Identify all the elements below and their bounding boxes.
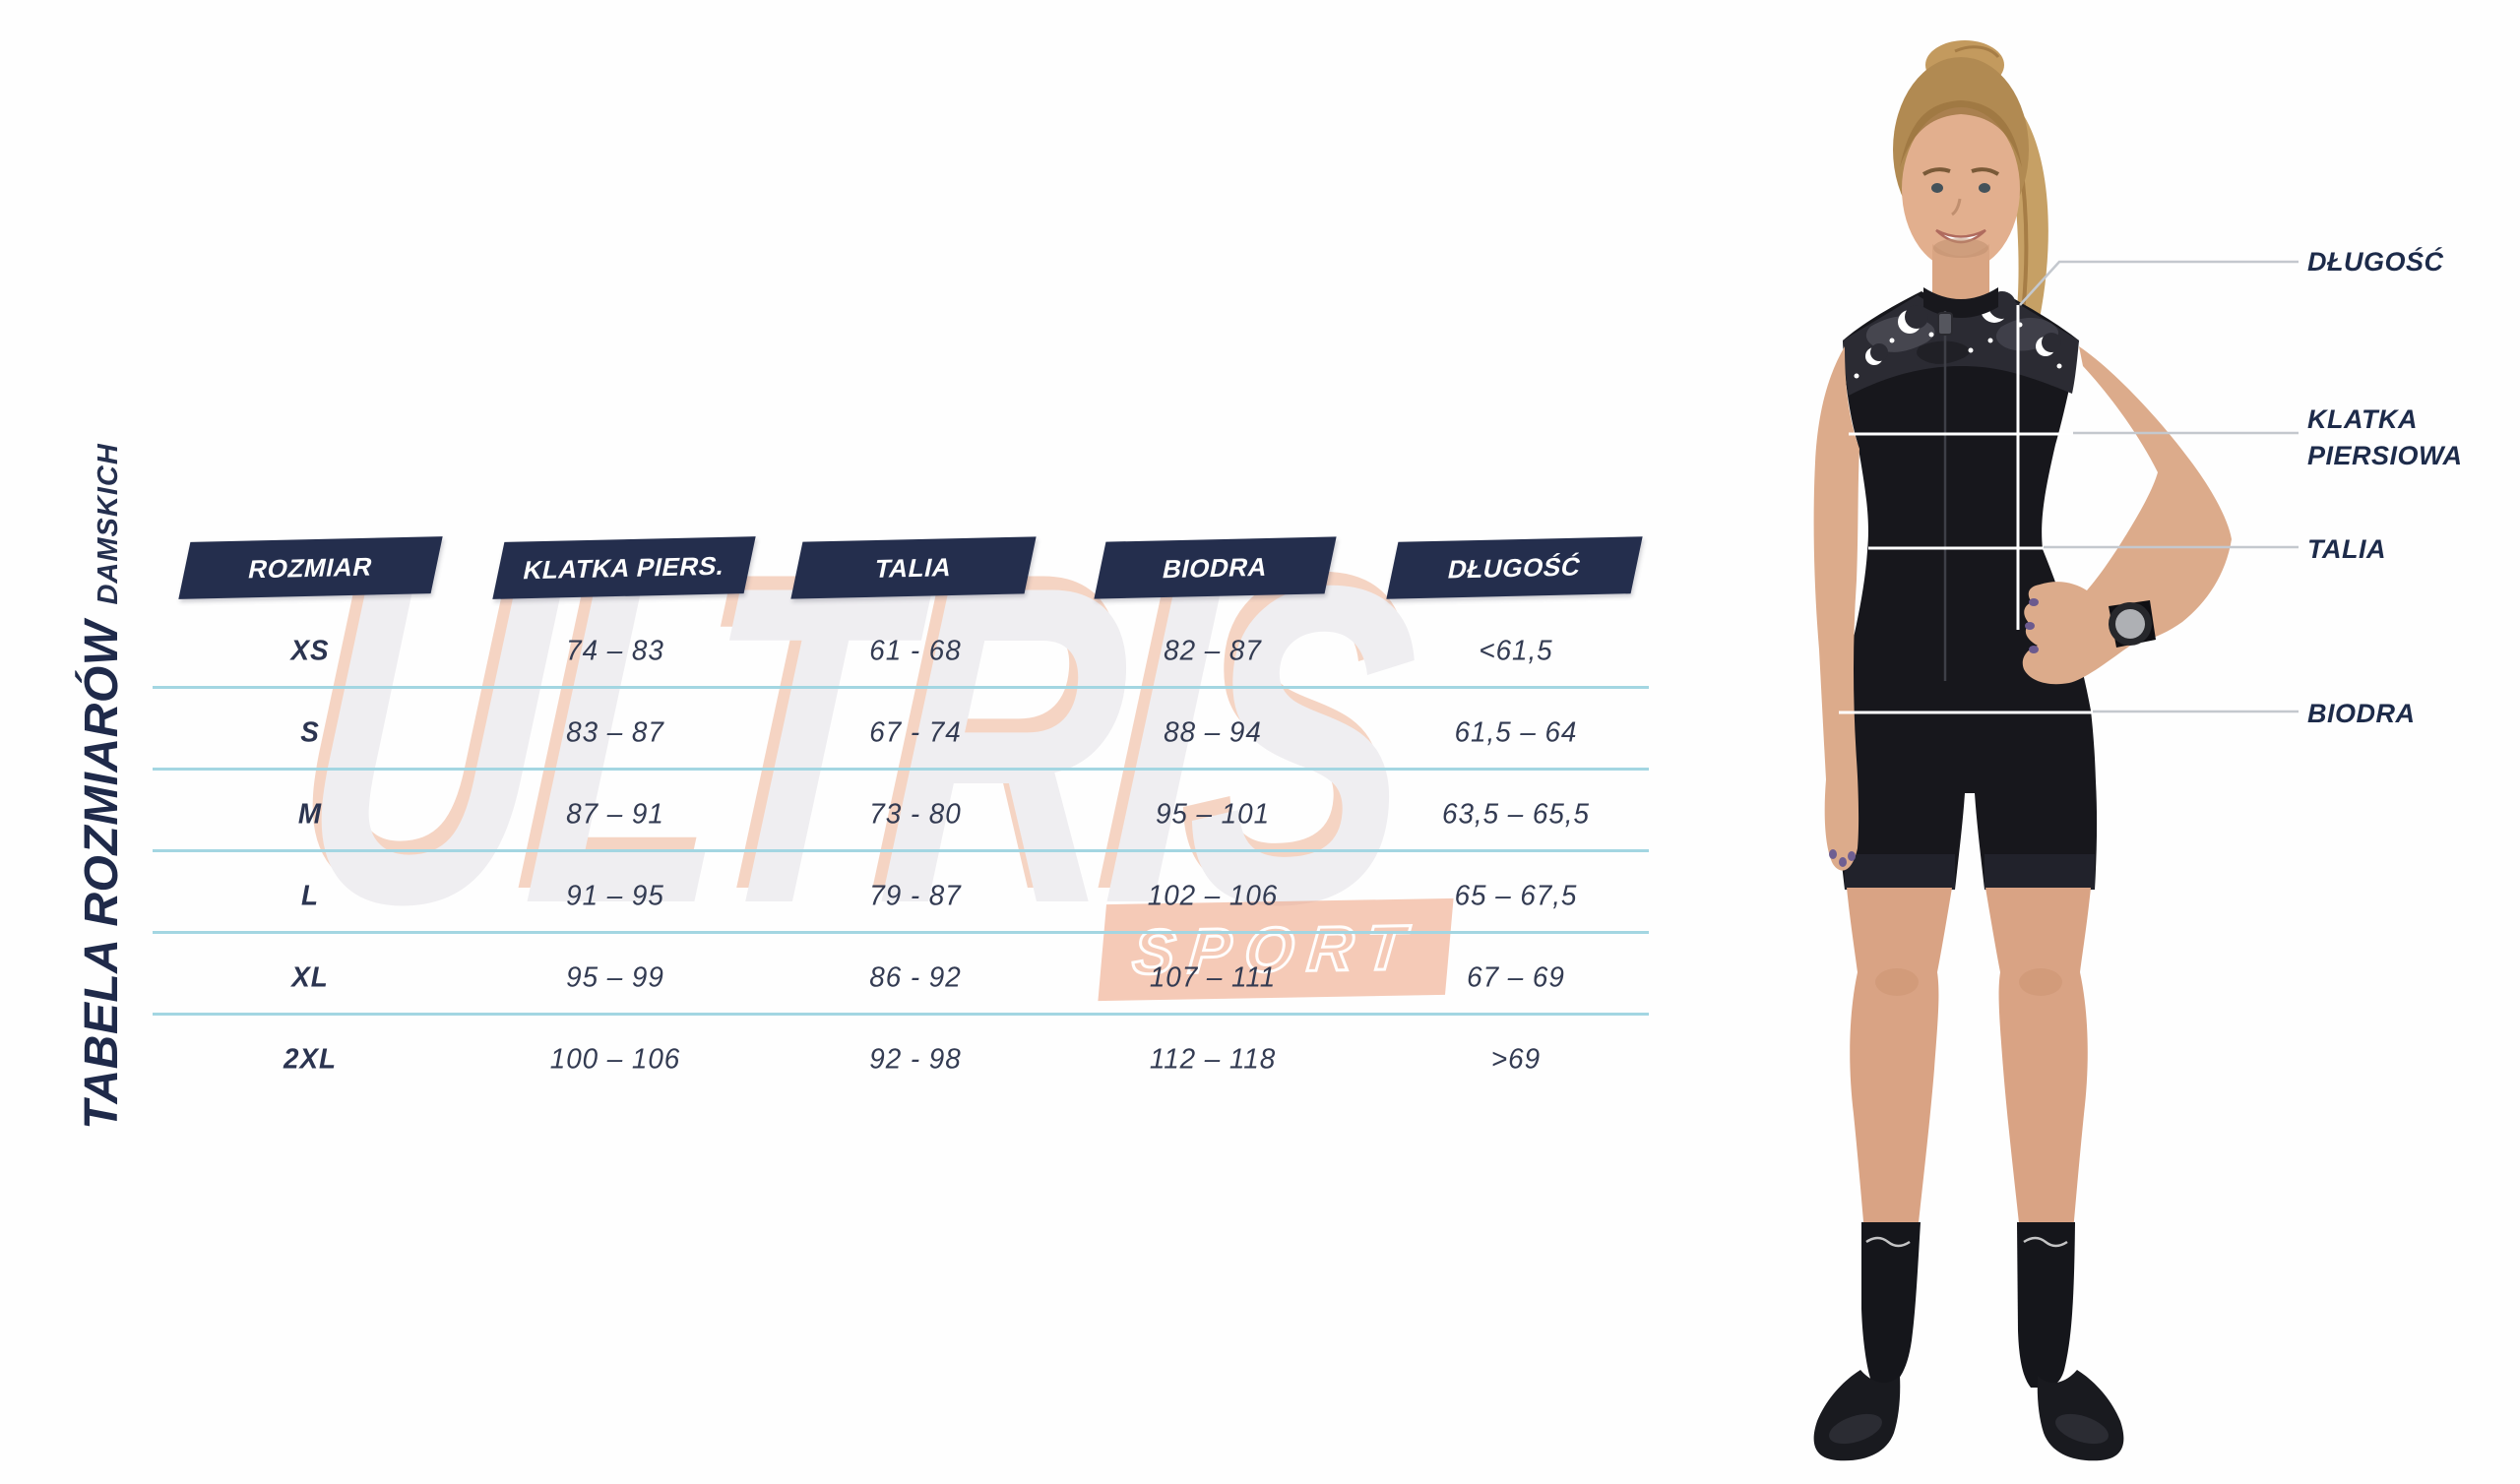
cell-chest: 74 – 83: [566, 635, 664, 667]
column-header-talia: TALIA: [790, 536, 1037, 599]
cell-waist: 79 - 87: [869, 880, 962, 912]
cell-waist: 86 - 92: [869, 961, 962, 994]
shorts-band: [1845, 854, 1955, 890]
column-header-label: TALIA: [872, 551, 955, 584]
cell-size: 2XL: [284, 1043, 337, 1076]
nose: [1951, 198, 1962, 216]
neck: [1932, 244, 1989, 312]
column-header-biodra: BIODRA: [1094, 536, 1337, 599]
row-divider: [153, 1013, 1649, 1016]
cell-hips: 95 – 101: [1155, 798, 1271, 831]
cell-length: <61,5: [1479, 635, 1553, 667]
eyebrow: [1971, 167, 2000, 176]
table-row: L 91 – 95 79 - 87 102 – 106 65 – 67,5: [0, 868, 1673, 925]
column-header-label: ROZMIAR: [245, 551, 376, 584]
cell-size: L: [301, 880, 319, 912]
cell-size: XL: [291, 961, 329, 994]
collar: [1923, 287, 1998, 318]
length-connector: [2019, 260, 2299, 306]
shorts-band: [1984, 854, 2095, 890]
vertical-title: TABELA ROZMIARÓW DAMSKICH: [75, 443, 130, 1130]
model-photo: [1813, 40, 2299, 1461]
cell-chest: 83 – 87: [566, 716, 664, 749]
table-row: S 83 – 87 67 - 74 88 – 94 61,5 – 64: [0, 705, 1673, 762]
cell-length: 67 – 69: [1467, 961, 1565, 994]
model-head: [1893, 40, 2029, 271]
cell-chest: 91 – 95: [566, 880, 664, 912]
table-row: M 87 – 91 73 - 80 95 – 101 63,5 – 65,5: [0, 786, 1673, 843]
cell-length: 65 – 67,5: [1454, 880, 1578, 912]
column-header-label: KLATKA PIERS.: [520, 550, 728, 585]
cell-chest: 100 – 106: [549, 1043, 681, 1076]
figure-label-waist: TALIA: [2307, 534, 2386, 564]
vertical-title-main: TABELA ROZMIARÓW: [76, 620, 128, 1130]
right-arm: [2022, 346, 2232, 685]
cell-size: XS: [290, 635, 330, 667]
column-header-label: DŁUGOŚĆ: [1445, 550, 1584, 585]
cell-hips: 112 – 118: [1149, 1043, 1277, 1076]
face: [1902, 107, 2020, 271]
eye: [1979, 183, 1990, 193]
figure-label-hips: BIODRA: [2307, 699, 2416, 728]
cell-waist: 73 - 80: [869, 798, 962, 831]
shoes: [1813, 1370, 2124, 1461]
table-row: XL 95 – 99 86 - 92 107 – 111 67 – 69: [0, 950, 1673, 1007]
cell-size: M: [297, 798, 323, 831]
figure-label-chest: KLATKA PIERSIOWA: [2307, 404, 2463, 470]
cell-size: S: [300, 716, 320, 749]
cell-hips: 88 – 94: [1164, 716, 1262, 749]
socks: [1861, 1222, 2075, 1388]
column-header-klatka: KLATKA PIERS.: [492, 536, 756, 599]
zipper-pull: [1937, 312, 1953, 336]
table-row: 2XL 100 – 106 92 - 98 112 – 118 >69: [0, 1031, 1673, 1088]
row-divider: [153, 931, 1649, 934]
cell-hips: 107 – 111: [1149, 961, 1277, 994]
row-divider: [153, 686, 1649, 689]
cycling-vest-and-shorts: [1836, 291, 2098, 890]
cell-length: 61,5 – 64: [1454, 716, 1578, 749]
cell-hips: 102 – 106: [1147, 880, 1279, 912]
vest-pattern-yoke: [1843, 291, 2079, 396]
cell-hips: 82 – 87: [1164, 635, 1262, 667]
legs: [1847, 888, 2091, 1232]
column-header-label: BIODRA: [1160, 551, 1271, 584]
eye: [1931, 183, 1943, 193]
figure-label-length: DŁUGOŚĆ: [2307, 247, 2444, 277]
left-arm: [1813, 346, 1859, 871]
cell-length: >69: [1490, 1043, 1542, 1076]
cell-waist: 67 - 74: [869, 716, 962, 749]
cell-chest: 95 – 99: [566, 961, 664, 994]
cell-chest: 87 – 91: [566, 798, 664, 831]
column-header-dlugosc: DŁUGOŚĆ: [1386, 536, 1643, 599]
cell-waist: 92 - 98: [869, 1043, 962, 1076]
cell-waist: 61 - 68: [869, 635, 962, 667]
cell-length: 63,5 – 65,5: [1442, 798, 1590, 831]
table-row: XS 74 – 83 61 - 68 82 – 87 <61,5: [0, 623, 1673, 680]
eyebrow: [1922, 167, 1951, 176]
measurement-lines: [1839, 260, 2299, 714]
vertical-title-sub: DAMSKICH: [93, 443, 124, 605]
column-header-rozmiar: ROZMIAR: [178, 536, 443, 599]
row-divider: [153, 849, 1649, 852]
watch: [2109, 600, 2156, 648]
row-divider: [153, 768, 1649, 771]
